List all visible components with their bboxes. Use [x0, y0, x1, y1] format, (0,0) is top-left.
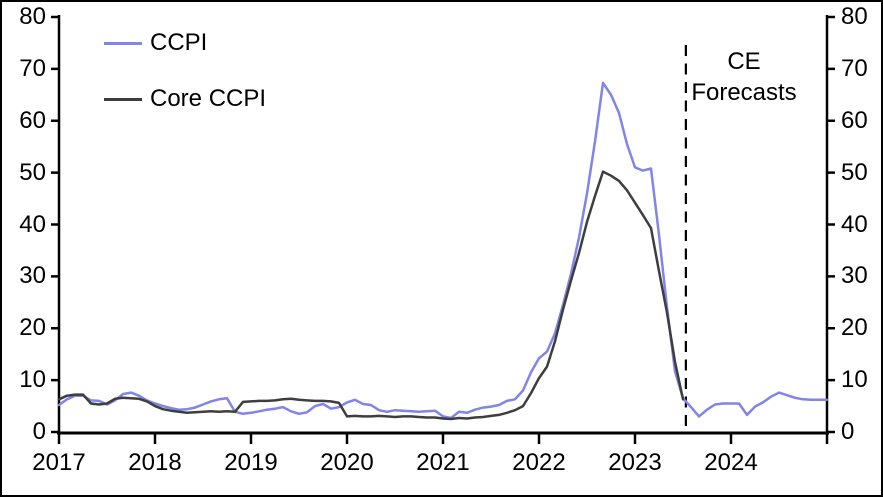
y-axis-tick-label-left: 70: [19, 54, 46, 82]
x-axis-tick-label: 2021: [416, 449, 470, 476]
ce-forecasts-line2: Forecasts: [691, 79, 797, 106]
y-axis-tick-label-left: 80: [19, 3, 46, 30]
x-axis-tick-label: 2020: [320, 449, 374, 476]
y-axis-tick-label-right: 20: [841, 314, 868, 342]
x-axis-tick-label: 2023: [608, 449, 662, 476]
x-axis-tick-label: 2018: [128, 449, 182, 476]
x-axis-tick-label: 2022: [512, 449, 566, 476]
y-axis-tick-label-right: 60: [841, 106, 868, 134]
x-axis-tick-label: 2024: [704, 449, 758, 476]
legend-label-core-ccpi: Core CCPI: [150, 85, 267, 112]
ce-forecasts-line1: CE: [727, 48, 761, 75]
y-axis-tick-label-right: 80: [841, 3, 868, 30]
y-axis-tick-label-left: 0: [32, 418, 46, 445]
y-axis-tick-label-right: 10: [841, 366, 868, 394]
y-axis-tick-label-right: 70: [841, 54, 868, 82]
ccpi-line-swatch: [104, 41, 142, 45]
y-axis-tick-label-left: 30: [19, 262, 46, 290]
legend-item-ccpi: CCPI: [104, 29, 207, 57]
y-axis-tick-label-left: 20: [19, 314, 46, 342]
y-axis-tick-label-left: 10: [19, 366, 46, 394]
legend-item-core-ccpi: Core CCPI: [104, 85, 266, 113]
data-line-core-ccpi: [57, 170, 685, 421]
y-axis-tick-label-left: 50: [19, 158, 46, 186]
ce-forecasts-annotation: CE Forecasts: [664, 46, 824, 108]
x-axis-tick-label: 2017: [32, 449, 86, 476]
legend-label-ccpi: CCPI: [150, 29, 208, 56]
y-axis-tick-label-left: 40: [19, 210, 46, 238]
y-axis-tick-label-right: 50: [841, 158, 868, 186]
data-line-ccpi: [57, 81, 829, 420]
y-axis-tick-label-right: 0: [841, 418, 855, 445]
y-axis-tick-label-right: 30: [841, 262, 868, 290]
core-ccpi-line-swatch: [104, 97, 142, 101]
x-axis-tick-label: 2019: [224, 449, 278, 476]
y-axis-tick-label-right: 40: [841, 210, 868, 238]
y-axis-tick-label-left: 60: [19, 106, 46, 134]
